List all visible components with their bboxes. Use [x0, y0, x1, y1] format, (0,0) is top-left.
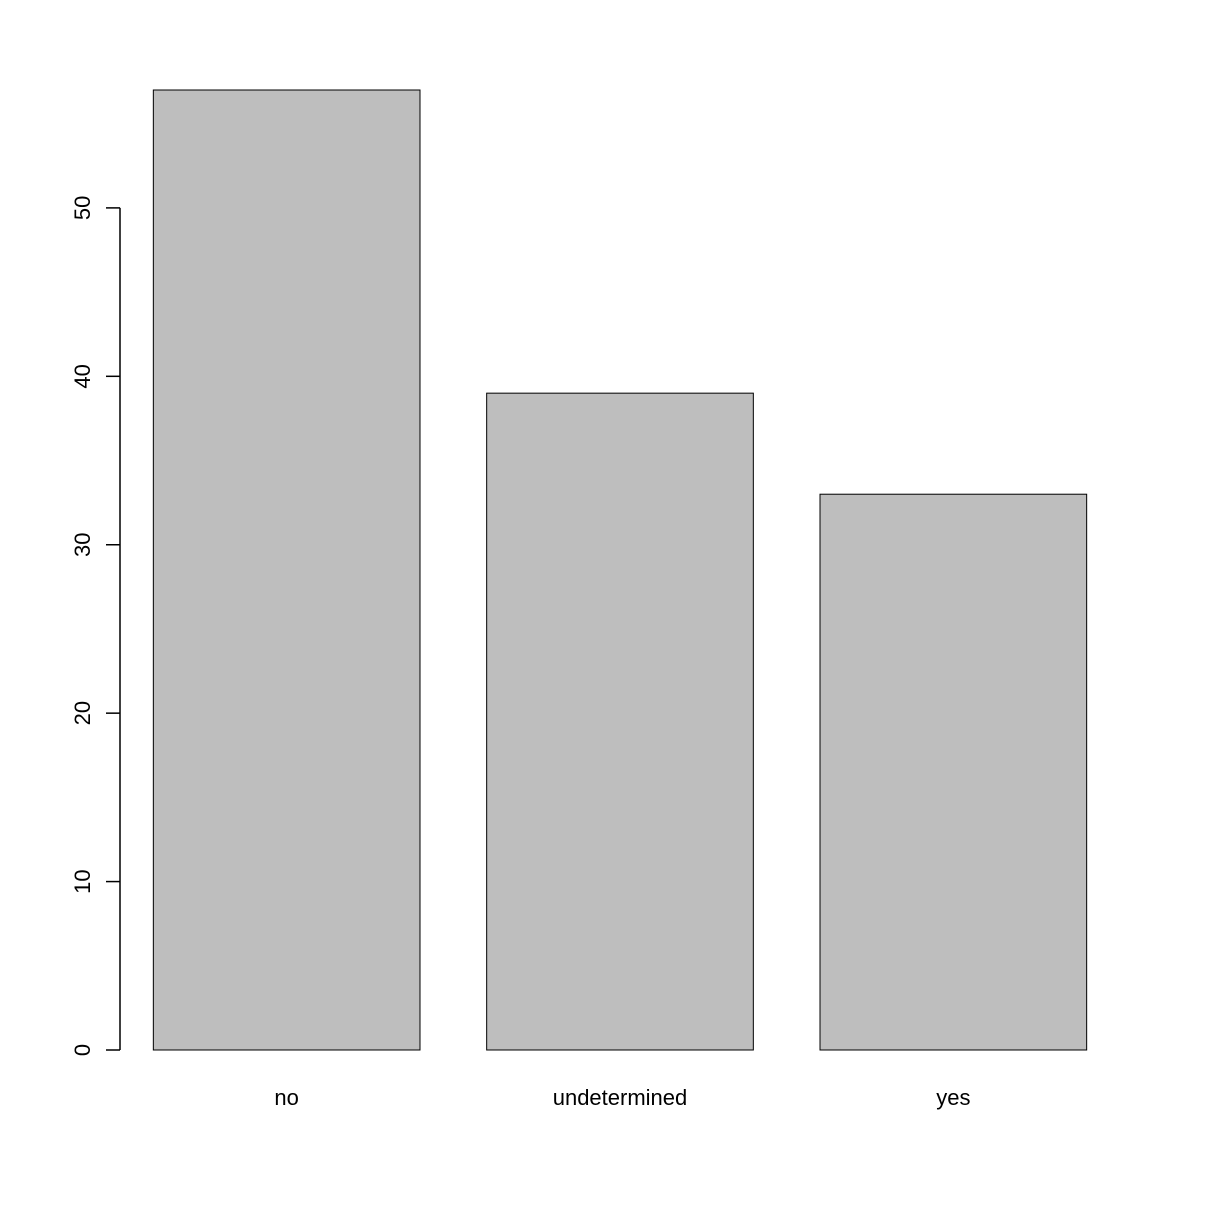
y-tick-label-10: 10 [70, 869, 95, 893]
y-tick-label-50: 50 [70, 196, 95, 220]
x-label-undetermined: undetermined [553, 1085, 688, 1110]
bar-no [153, 90, 420, 1050]
bar-yes [820, 494, 1087, 1050]
x-label-yes: yes [936, 1085, 970, 1110]
bar-chart: no undetermined yes 0 10 20 30 40 50 [0, 0, 1224, 1224]
bar-undetermined [487, 393, 754, 1050]
chart-container: no undetermined yes 0 10 20 30 40 50 [0, 0, 1224, 1224]
y-tick-label-40: 40 [70, 364, 95, 388]
x-label-no: no [274, 1085, 298, 1110]
y-tick-label-20: 20 [70, 701, 95, 725]
y-tick-label-0: 0 [70, 1044, 95, 1056]
y-tick-label-30: 30 [70, 532, 95, 556]
